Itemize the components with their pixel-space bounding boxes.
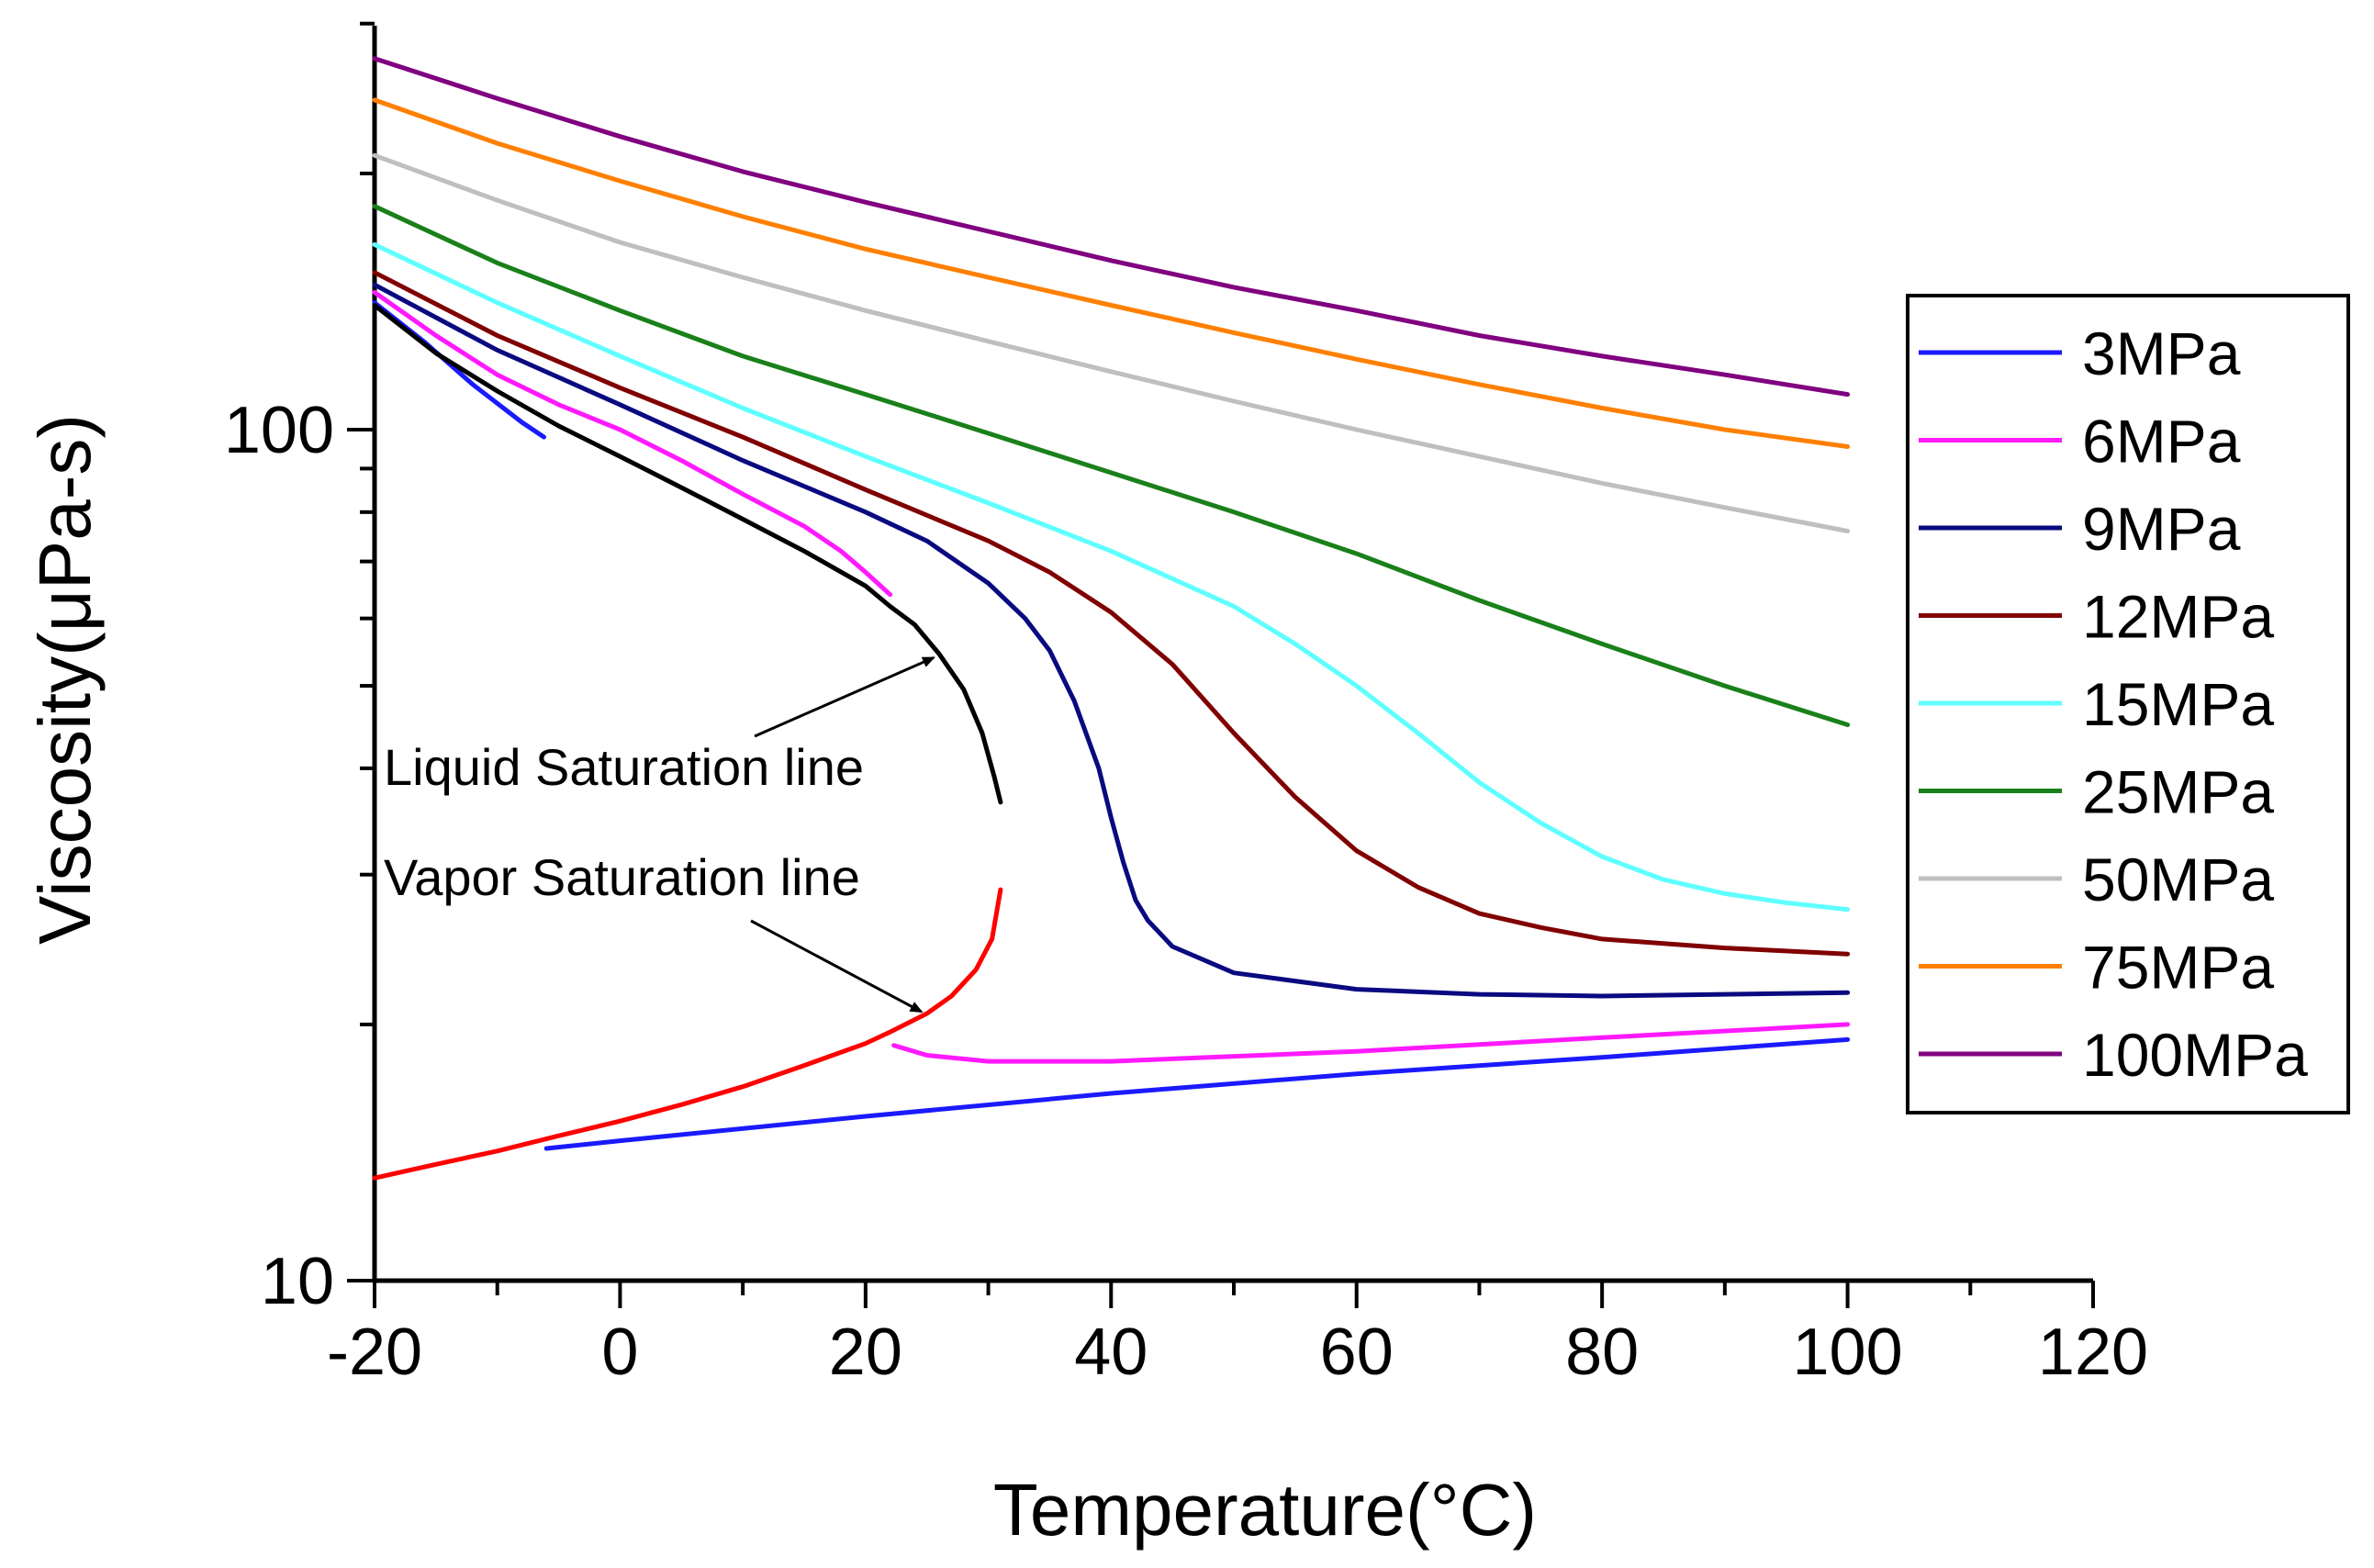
legend-label-12MPa: 12MPa	[2082, 583, 2274, 651]
annotations: Liquid Saturation line Vapor Saturation l…	[384, 655, 935, 1014]
vapor-saturation-arrow	[750, 919, 924, 1014]
series-line-15MPa	[372, 241, 1851, 913]
x-tick-label: 100	[1793, 1316, 1903, 1389]
series-line-50MPa	[372, 152, 1851, 533]
series-line-3MPa	[543, 1036, 1851, 1151]
legend-label-15MPa: 15MPa	[2082, 670, 2274, 738]
vapor-saturation-line	[372, 887, 1003, 1181]
x-tick-label: 80	[1565, 1316, 1639, 1389]
x-axis-title: Temperature(°C)	[993, 1469, 1537, 1551]
legend: 3MPa 6MPa 9MPa 12MPa 15MPa 25MPa 50MPa 75MPa 100…	[1906, 294, 2350, 1114]
series-line-100MPa	[372, 56, 1851, 398]
y-tick-label: 100	[224, 394, 334, 467]
legend-label-50MPa: 50MPa	[2082, 846, 2274, 913]
series-line-25MPa	[372, 204, 1851, 727]
x-tick-label: -20	[327, 1316, 422, 1389]
legend-label-6MPa: 6MPa	[2082, 408, 2241, 476]
legend-label-100MPa: 100MPa	[2082, 1021, 2308, 1089]
legend-label-75MPa: 75MPa	[2082, 934, 2274, 1002]
series-layer	[372, 56, 1851, 1181]
x-tick-label: 40	[1074, 1316, 1148, 1389]
series-line-9MPa	[372, 282, 1851, 999]
series-line-12MPa	[372, 270, 1851, 957]
y-axis-title: Viscosity(μPa-s)	[24, 414, 106, 945]
legend-label-25MPa: 25MPa	[2082, 758, 2274, 826]
legend-label-9MPa: 9MPa	[2082, 495, 2241, 563]
x-tick-label: 60	[1320, 1316, 1394, 1389]
series-line-6MPa	[372, 289, 893, 598]
series-line-6MPa	[891, 1022, 1851, 1064]
liquid-saturation-label: Liquid Saturation line	[384, 738, 864, 796]
liquid-saturation-line	[372, 303, 1003, 805]
x-tick-label: 20	[829, 1316, 902, 1389]
legend-label-3MPa: 3MPa	[2082, 319, 2241, 387]
liquid-saturation-arrow	[754, 655, 935, 738]
vapor-saturation-label: Vapor Saturation line	[384, 848, 860, 906]
axes: -20 0 20 40 60 80 100 120 10 100	[224, 21, 2148, 1389]
y-tick-label: 10	[261, 1245, 334, 1318]
x-tick-label: 120	[2038, 1316, 2148, 1389]
x-tick-label: 0	[601, 1316, 638, 1389]
series-line-75MPa	[372, 97, 1851, 449]
